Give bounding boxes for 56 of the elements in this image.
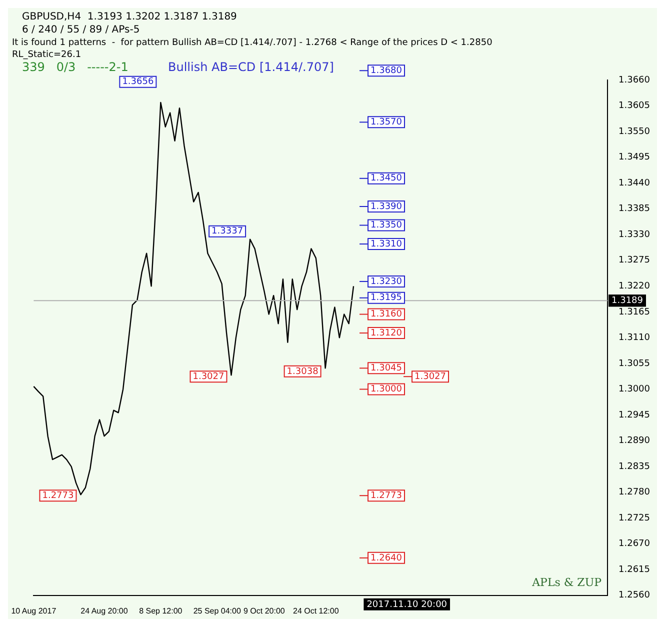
ref-line-label: 1.3160 — [370, 310, 402, 320]
ref-line-label: 1.3350 — [370, 220, 402, 231]
ref-line-label: 1.3390 — [370, 202, 402, 212]
y-tick-label: 1.3550 — [618, 126, 650, 137]
y-tick-label: 1.2945 — [618, 410, 650, 420]
x-tick-label: 9 Oct 20:00 — [243, 606, 286, 616]
annotation: 1.3656 — [122, 77, 154, 88]
x-tick-label: 24 Aug 20:00 — [80, 606, 128, 616]
y-tick-label: 1.3605 — [618, 101, 650, 112]
text: It is found 1 patterns - for pattern Bullish AB=CD [1.414/.707] - 1.2768 < Range of the prices D < 1.2850 — [12, 38, 493, 48]
annotation: 1.3038 — [286, 366, 319, 377]
ref-line-label: 1.3570 — [370, 118, 402, 128]
ref-line-label: 1.3310 — [370, 239, 402, 250]
annotation: 1.2773 — [42, 490, 74, 501]
ref-line-label: 1.3189 — [612, 296, 644, 306]
y-tick-label: 1.3440 — [618, 178, 650, 188]
y-tick-label: 1.3385 — [618, 204, 650, 214]
ref-line-label: 1.3230 — [370, 276, 402, 287]
ref-line-label: 1.3195 — [370, 293, 402, 304]
x-tick-label: 25 Sep 04:00 — [193, 606, 242, 616]
ref-line-label: 1.3120 — [370, 328, 402, 338]
y-tick-label: 1.3055 — [618, 358, 650, 369]
x-tick-label: 8 Sep 12:00 — [139, 606, 183, 616]
y-tick-label: 1.2615 — [618, 564, 650, 575]
y-tick-label: 1.3660 — [618, 75, 650, 86]
text: RL_Static=26.1 — [12, 50, 82, 60]
y-tick-label: 1.3165 — [618, 307, 650, 318]
ref-line-label: 1.3027 — [414, 372, 446, 382]
ref-line-label: 1.2640 — [370, 553, 402, 564]
ref-line-label: 1.2773 — [370, 490, 402, 501]
annotation: APLs & ZUP — [531, 576, 602, 589]
y-tick-label: 1.2670 — [618, 539, 650, 550]
y-tick-label: 1.3275 — [618, 256, 650, 266]
text: 339 0/3 -----2-1 — [22, 60, 128, 74]
chart-subtitle: 6 / 240 / 55 / 89 / APs-5 — [22, 24, 140, 36]
y-tick-label: 1.3110 — [618, 333, 650, 344]
y-tick-label: 1.3000 — [618, 384, 650, 395]
y-tick-label: 1.2835 — [618, 462, 650, 472]
text: 2017.11.10 20:00 — [366, 600, 448, 610]
ref-line-label: 1.3045 — [370, 364, 402, 374]
ref-line-label: 1.3680 — [370, 66, 402, 76]
chart-title: GBPUSD,H4 1.3193 1.3202 1.3187 1.3189 — [22, 12, 237, 23]
y-tick-label: 1.3220 — [618, 282, 650, 292]
text: Bullish AB=CD [1.414/.707] — [168, 60, 334, 74]
ref-line-label: 1.3000 — [370, 384, 402, 395]
x-tick-label: 24 Oct 12:00 — [292, 606, 340, 616]
y-tick-label: 1.2780 — [618, 488, 650, 498]
ref-line-label: 1.3450 — [370, 174, 402, 184]
y-tick-label: 1.2560 — [618, 590, 650, 601]
y-tick-label: 1.2725 — [618, 513, 650, 524]
annotation: 1.3337 — [212, 226, 244, 237]
annotation: 1.3027 — [192, 372, 224, 382]
y-tick-label: 1.3330 — [618, 230, 650, 240]
y-tick-label: 1.2890 — [618, 436, 650, 446]
y-tick-label: 1.3495 — [618, 152, 650, 163]
x-tick-label: 10 Aug 2017 — [11, 606, 57, 616]
